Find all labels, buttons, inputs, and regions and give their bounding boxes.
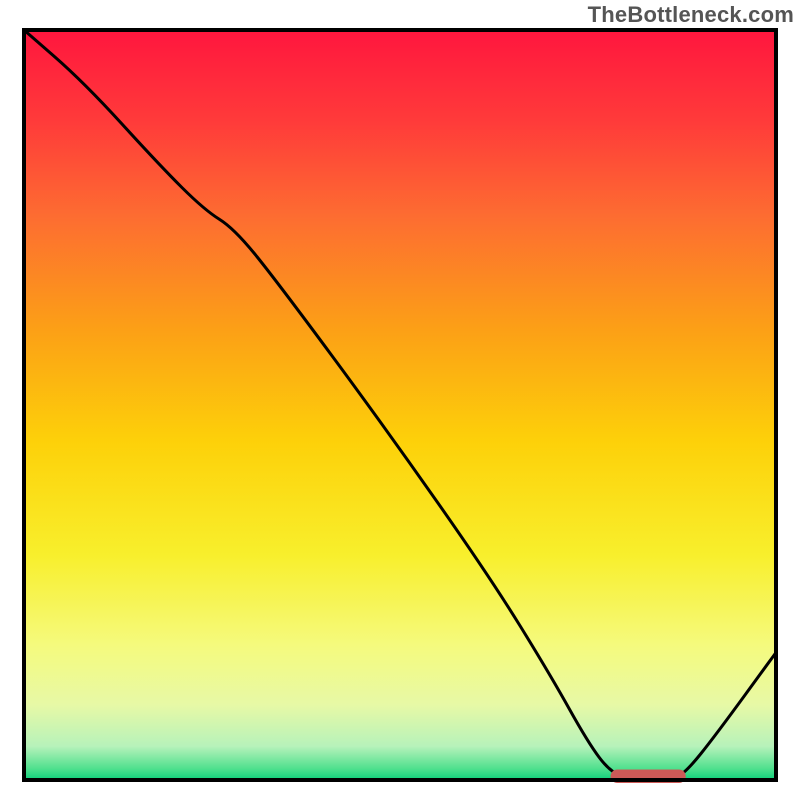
- chart-container: TheBottleneck.com: [0, 0, 800, 800]
- watermark-text: TheBottleneck.com: [588, 2, 794, 28]
- bottleneck-chart: [0, 0, 800, 800]
- chart-background: [24, 30, 776, 780]
